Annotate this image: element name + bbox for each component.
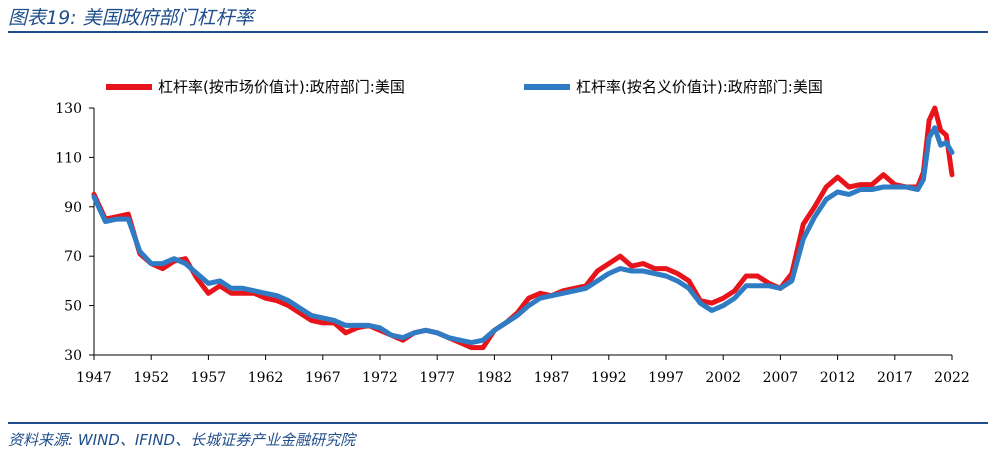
- series-line-nominal: [91, 125, 955, 346]
- series-lines: [91, 105, 955, 351]
- title-divider: [8, 31, 988, 33]
- source-note: 资料来源: WIND、IFIND、长城证券产业金融研究院: [8, 431, 356, 449]
- legend-label-nominal: 杠杆率(按名义价值计):政府部门:美国: [576, 78, 823, 96]
- y-tick-label: 90: [64, 200, 82, 216]
- x-tick-label: 1982: [477, 370, 513, 386]
- x-tick-label: 1977: [419, 370, 455, 386]
- x-tick-label: 1987: [534, 370, 570, 386]
- x-tick-label: 1957: [191, 370, 227, 386]
- x-tick-label: 1992: [591, 370, 627, 386]
- x-tick-label: 1947: [76, 370, 112, 386]
- series-line-market: [91, 105, 955, 351]
- x-tick-label: 2012: [820, 370, 856, 386]
- y-tick-label: 110: [55, 150, 82, 166]
- chart-area: 30 50 70 90 110 130 1947 1952 1957 1962 1967 1972 19…: [55, 78, 970, 386]
- x-tick-label: 1967: [305, 370, 341, 386]
- y-tick-label: 130: [55, 101, 82, 117]
- y-tick-label: 30: [64, 348, 82, 364]
- footer-divider: [8, 422, 988, 424]
- x-tick-label: 1997: [648, 370, 684, 386]
- x-tick-label: 2022: [934, 370, 970, 386]
- x-tick-label: 2002: [705, 370, 741, 386]
- axes: 30 50 70 90 110 130 1947 1952 1957 1962 1967 1972 19…: [55, 101, 970, 386]
- x-tick-label: 2007: [763, 370, 799, 386]
- x-tick-label: 1972: [362, 370, 398, 386]
- y-tick-label: 50: [64, 299, 82, 315]
- x-tick-label: 1952: [133, 370, 169, 386]
- x-tick-label: 1962: [248, 370, 284, 386]
- y-tick-label: 70: [64, 249, 82, 265]
- x-tick-label: 2017: [877, 370, 913, 386]
- legend: 杠杆率(按市场价值计):政府部门:美国 杠杆率(按名义价值计):政府部门:美国: [106, 78, 823, 96]
- figure-title: 图表19: 美国政府部门杠杆率: [8, 7, 254, 29]
- legend-label-market: 杠杆率(按市场价值计):政府部门:美国: [158, 78, 405, 96]
